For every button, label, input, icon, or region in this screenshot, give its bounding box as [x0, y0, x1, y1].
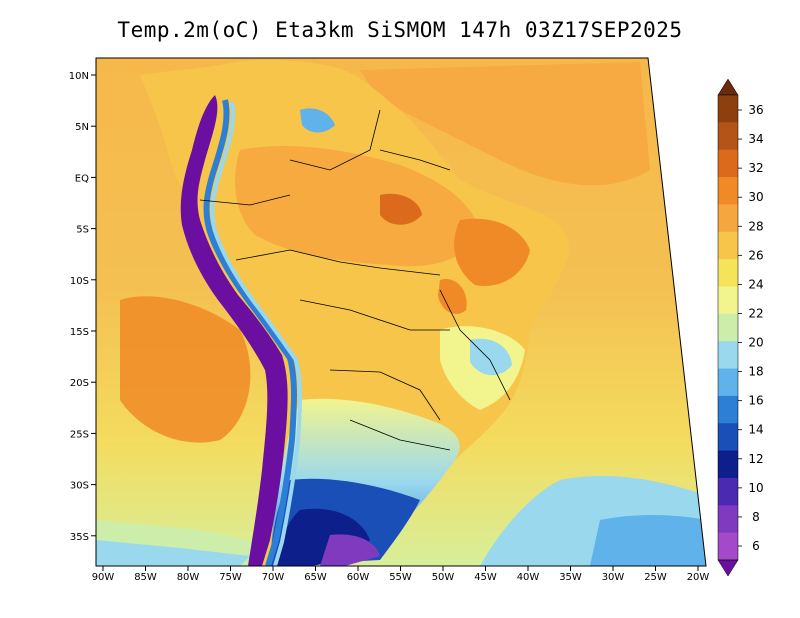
lat-tick-label: 15S [70, 327, 89, 338]
lon-tick-label: 65W [304, 572, 327, 583]
lon-tick-label: 45W [474, 572, 497, 583]
south-pacific-cold-zone [96, 540, 250, 566]
border-paraguay [329, 369, 441, 421]
colorbar-segment [718, 532, 738, 561]
lat-tick-label: 30S [70, 481, 89, 492]
lon-tick-label: 25W [644, 572, 667, 583]
colorbar-tick-label: 36 [748, 103, 763, 117]
lat-tick-label: 5S [76, 225, 89, 236]
andes-flank-cool [203, 99, 297, 566]
country-borders [199, 109, 511, 451]
colorbar-segment [718, 204, 738, 233]
lon-tick-label: 40W [517, 572, 540, 583]
lon-tick-label: 85W [134, 572, 157, 583]
central-hot-spot [380, 193, 422, 225]
colorbar-tick-label: 14 [748, 423, 763, 437]
northeast-hot-zone [454, 218, 530, 286]
lon-tick-label: 80W [177, 572, 200, 583]
lon-tick-label: 75W [219, 572, 242, 583]
border-peru-brazil [235, 249, 441, 276]
lon-tick-label: 90W [92, 572, 115, 583]
lat-tick-label: EQ [75, 173, 89, 184]
colorbar-segment [718, 341, 738, 370]
colorbar-segment [718, 313, 738, 342]
colorbar-tick-label: 12 [748, 452, 763, 466]
border-venezuela [289, 109, 381, 171]
colorbar-tick-label: 6 [752, 539, 760, 553]
colorbar-tick-label: 26 [748, 248, 763, 262]
lon-tick-label: 50W [432, 572, 455, 583]
border-bolivia-brazil [299, 299, 450, 331]
colorbar-tick-label: 24 [748, 277, 763, 291]
colorbar-tick-label: 10 [748, 481, 763, 495]
colorbar-tick-label: 32 [748, 161, 763, 175]
south-atlantic-cold-zone [590, 515, 706, 566]
colorbar-segment [718, 95, 738, 123]
colorbar-tick-label: 16 [748, 394, 763, 408]
atlantic-warm-zone [360, 62, 650, 186]
interior-hot-spot [438, 279, 467, 315]
lat-tick-label: 20S [70, 378, 89, 389]
colorbar-segment [718, 395, 738, 424]
lat-tick-label: 5N [75, 122, 89, 133]
latitude-axis: 10N 5N EQ 5S 10S 15S 20S 25S 30S 35S [69, 71, 96, 543]
lat-tick-label: 25S [70, 429, 89, 440]
longitude-axis: 90W 85W 80W 75W 70W 65W 60W 55W 50W 45W 40W 35W 30W 2… [92, 566, 710, 583]
border-guianas [379, 149, 451, 171]
colorbar-segment [718, 122, 738, 151]
lon-tick-label: 70W [262, 572, 285, 583]
colorbar-tick-label: 8 [752, 510, 760, 524]
colorbar-tick-label: 28 [748, 219, 763, 233]
border-argentina-uruguay [349, 419, 451, 451]
lon-tick-label: 60W [347, 572, 370, 583]
map-frame [95, 57, 707, 567]
colorbar-tick-label: 30 [748, 190, 763, 204]
colorbar-segment [718, 368, 738, 397]
colorbar-top-arrow [717, 78, 739, 96]
amazon-warm-zone [235, 145, 480, 267]
colorbar-segment [718, 231, 738, 260]
colorbar: 36 34 32 30 28 26 24 22 20 18 16 14 12 10 8 6 [717, 78, 764, 577]
colorbar-frame [717, 94, 739, 561]
colorbar-tick-label: 20 [748, 336, 763, 350]
map-field [96, 58, 706, 566]
colorbar-tick-label: 34 [748, 132, 763, 146]
colorbar-segment [718, 450, 738, 479]
colorbar-tick-label: 18 [748, 365, 763, 379]
northern-highland-cool [300, 108, 335, 133]
colorbar-segment [718, 259, 738, 287]
colorbar-bottom-arrow [717, 559, 739, 577]
pacific-warm-zone [120, 296, 251, 443]
border-brazil-states [439, 289, 511, 401]
lat-tick-label: 35S [70, 532, 89, 543]
colorbar-segment [718, 505, 738, 534]
lon-tick-label: 55W [389, 572, 412, 583]
colorbar-tick-label: 22 [748, 306, 763, 320]
lat-tick-label: 10N [69, 71, 89, 82]
colorbar-segment [718, 423, 738, 452]
colorbar-segment [718, 177, 738, 205]
lat-tick-label: 10S [70, 276, 89, 287]
colorbar-segment [718, 477, 738, 506]
map-title: Temp.2m(oC) Eta3km SiSMOM 147h 03Z17SEP2… [117, 18, 683, 42]
colorbar-segment [718, 149, 738, 178]
southeast-cool-spot [470, 338, 512, 376]
border-colombia-ecuador [199, 194, 291, 206]
lon-tick-label: 35W [559, 572, 582, 583]
andes-flank-mild [210, 101, 302, 566]
southern-tip-zone [320, 534, 380, 566]
colorbar-segment [718, 286, 738, 315]
lon-tick-label: 30W [602, 572, 625, 583]
lon-tick-label: 20W [687, 572, 710, 583]
